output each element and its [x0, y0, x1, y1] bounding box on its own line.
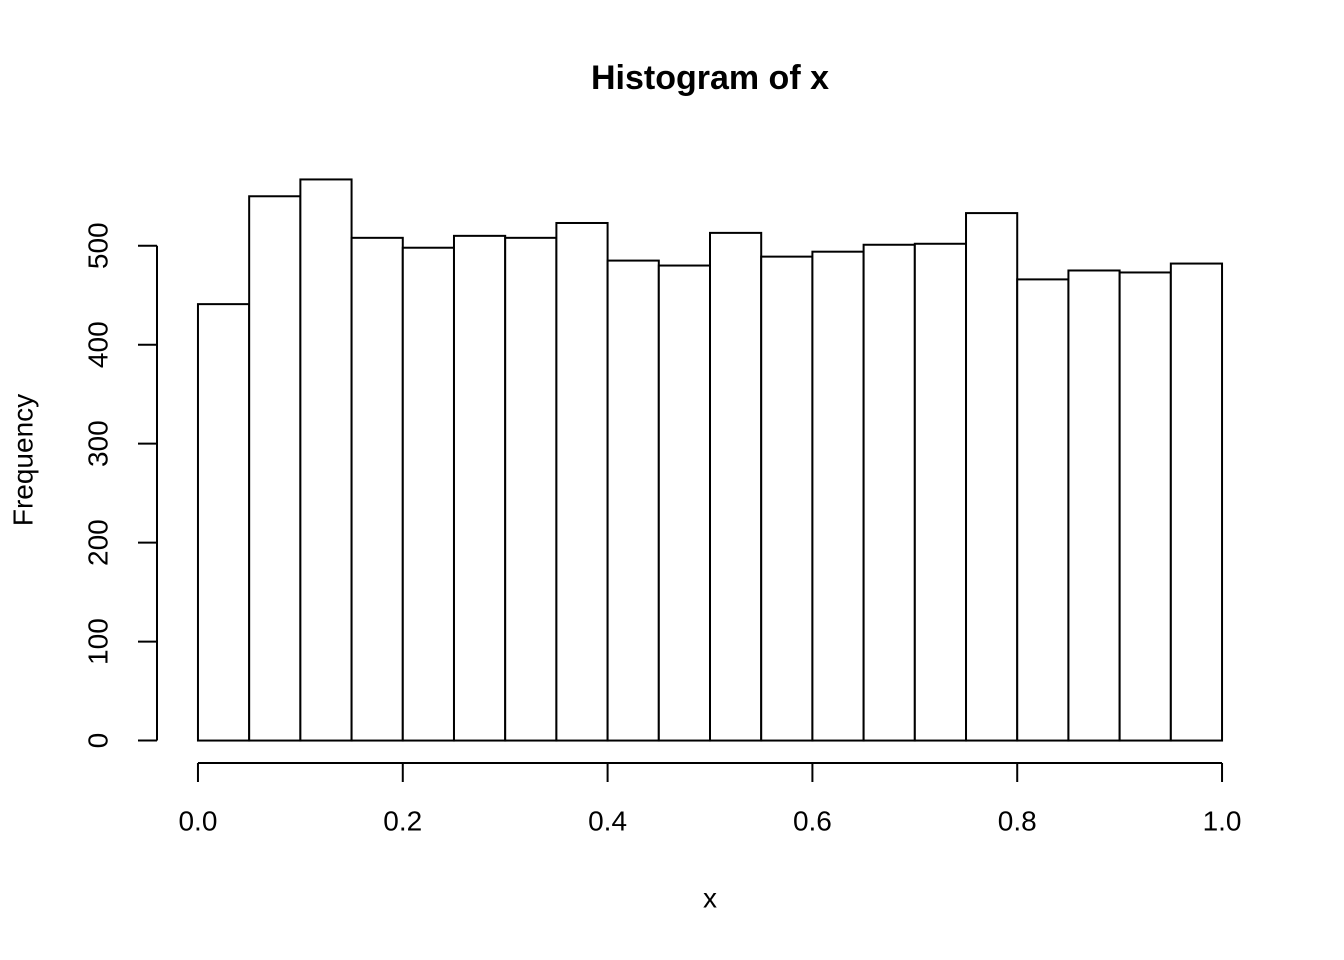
- x-tick-label: 0.0: [178, 805, 217, 836]
- bar: [248, 195, 302, 742]
- bar: [299, 178, 353, 742]
- bar: [657, 264, 712, 742]
- bar: [452, 234, 507, 742]
- bar: [1169, 262, 1224, 742]
- chart-title: Histogram of x: [591, 59, 829, 97]
- bar: [965, 212, 1019, 742]
- x-tick-label: 0.4: [588, 805, 627, 836]
- x-tick-label: 1.0: [1203, 805, 1242, 836]
- bar: [811, 250, 865, 742]
- bar: [1016, 278, 1070, 742]
- bar: [760, 255, 814, 742]
- y-tick-label: 0: [82, 733, 113, 749]
- x-tick-label: 0.6: [793, 805, 832, 836]
- bar: [1067, 269, 1121, 742]
- y-tick-label: 500: [82, 222, 113, 269]
- y-tick-label: 300: [82, 420, 113, 467]
- y-tick-label: 200: [82, 519, 113, 566]
- x-axis-label: x: [703, 882, 717, 913]
- bar: [401, 246, 455, 742]
- bar: [862, 243, 916, 742]
- bar: [504, 236, 558, 742]
- bar: [913, 242, 968, 742]
- y-axis-label: Frequency: [7, 394, 38, 526]
- y-tick-label: 100: [82, 618, 113, 665]
- x-tick-label: 0.8: [998, 805, 1037, 836]
- bar: [196, 303, 251, 742]
- x-tick-label: 0.2: [383, 805, 422, 836]
- bar: [709, 231, 763, 742]
- bar: [555, 221, 609, 742]
- bar: [350, 236, 404, 742]
- bar: [1118, 271, 1172, 742]
- bar: [606, 259, 660, 742]
- y-tick-label: 400: [82, 321, 113, 368]
